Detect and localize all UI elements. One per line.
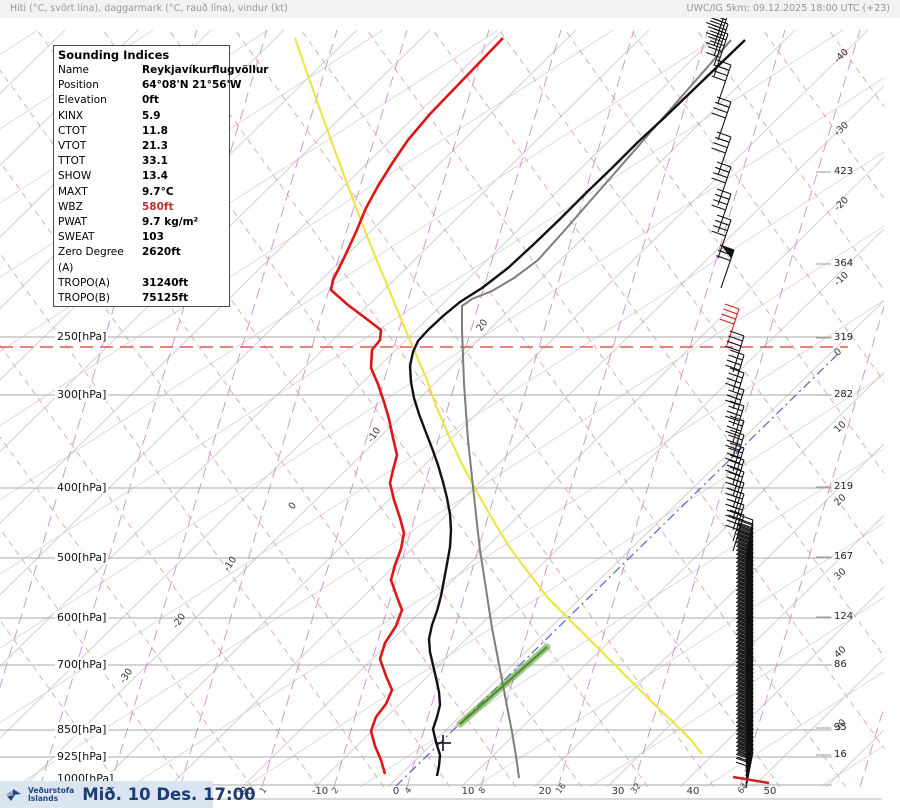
index-row-vtot: VTOT 21.3 xyxy=(54,139,229,154)
yellow-reference-curve xyxy=(294,37,703,755)
temperature-curve xyxy=(408,39,746,777)
index-value: 9.7 kg/m² xyxy=(142,216,199,229)
index-label: Name xyxy=(58,64,89,76)
index-value: 64°08'N 21°56'W xyxy=(142,79,242,92)
index-row-maxt: MAXT 9.7°C xyxy=(54,185,229,200)
index-value: Reykjavíkurflugvöllur xyxy=(142,64,269,76)
index-label: Zero Degree (A) xyxy=(58,246,124,274)
index-value: 580ft xyxy=(142,200,174,213)
index-label: CTOT xyxy=(58,124,87,137)
index-value: 103 xyxy=(142,231,164,244)
index-label: SHOW xyxy=(58,170,92,183)
index-label: PWAT xyxy=(58,216,87,229)
wind-barb-column xyxy=(705,0,754,789)
index-value: 33.1 xyxy=(142,155,168,168)
met-office-logo: Veðurstofa Íslands xyxy=(4,786,74,804)
index-value: 75125ft xyxy=(142,292,189,305)
index-label: SWEAT xyxy=(58,231,95,244)
index-value: 21.3 xyxy=(142,140,168,153)
footer-bar: Veðurstofa Íslands Mið. 10 Des. 17:00 xyxy=(0,781,256,808)
index-value: 5.9 xyxy=(142,109,161,122)
index-row-show: SHOW 13.4 xyxy=(54,169,229,184)
index-row-ttot: TTOT 33.1 xyxy=(54,154,229,169)
index-label: TTOT xyxy=(58,155,86,168)
index-value: 0ft xyxy=(142,94,159,107)
top-header-bar: Hiti (°C, svört lína), daggarmark (°C, r… xyxy=(0,0,900,18)
logo-line2: Íslands xyxy=(28,793,59,803)
index-label: TROPO(B) xyxy=(58,292,110,305)
met-office-logo-text: Veðurstofa Íslands xyxy=(28,785,75,803)
index-row-tropo-b-: TROPO(B) 75125ft xyxy=(54,291,229,306)
index-label: TROPO(A) xyxy=(58,276,110,289)
header-model-run-text: UWC/IG 5km: 09.12.2025 18:00 UTC (+23) xyxy=(686,3,890,14)
index-label: KINX xyxy=(58,109,84,122)
index-row-elevation: Elevation 0ft xyxy=(54,93,229,108)
parcel-curve xyxy=(461,39,732,779)
valid-datetime-label: Mið. 10 Des. 17:00 xyxy=(82,785,256,804)
index-row-name: Name Reykjavíkurflugvöllur xyxy=(54,63,268,78)
indices-panel-title: Sounding Indices xyxy=(58,48,170,62)
index-row-tropo-a-: TROPO(A) 31240ft xyxy=(54,276,229,291)
met-office-logo-icon xyxy=(5,788,21,801)
dewpoint-curve xyxy=(329,37,504,775)
index-label: MAXT xyxy=(58,185,88,198)
index-value: 13.4 xyxy=(142,170,168,183)
icing-band-core xyxy=(459,646,548,725)
index-row-ctot: CTOT 11.8 xyxy=(54,124,229,139)
index-value: 31240ft xyxy=(142,276,189,289)
index-label: Elevation xyxy=(58,94,107,107)
sounding-indices-panel: Sounding Indices Name Reykjavíkurflugvöll… xyxy=(53,45,268,308)
indices-rows: Name Reykjavíkurflugvöllur Position 64°08'N… xyxy=(54,63,268,306)
index-label: WBZ xyxy=(58,200,83,213)
index-row-zero-degree-a-: Zero Degree (A) 2620ft xyxy=(54,245,229,275)
index-row-position: Position 64°08'N 21°56'W xyxy=(54,78,241,93)
surface-red-mark xyxy=(732,775,770,785)
index-value: 11.8 xyxy=(142,124,168,137)
index-value: 2620ft xyxy=(142,246,181,259)
header-legend-text: Hiti (°C, svört lína), daggarmark (°C, r… xyxy=(10,3,288,14)
index-label: Position xyxy=(58,79,99,92)
index-row-pwat: PWAT 9.7 kg/m² xyxy=(54,215,229,230)
index-value: 9.7°C xyxy=(142,185,174,198)
index-row-sweat: SWEAT 103 xyxy=(54,230,229,245)
index-row-kinx: KINX 5.9 xyxy=(54,109,229,124)
logo-line1: Veðurstofa xyxy=(28,785,75,795)
index-row-wbz: WBZ 580ft xyxy=(54,200,229,215)
index-label: VTOT xyxy=(58,140,87,153)
